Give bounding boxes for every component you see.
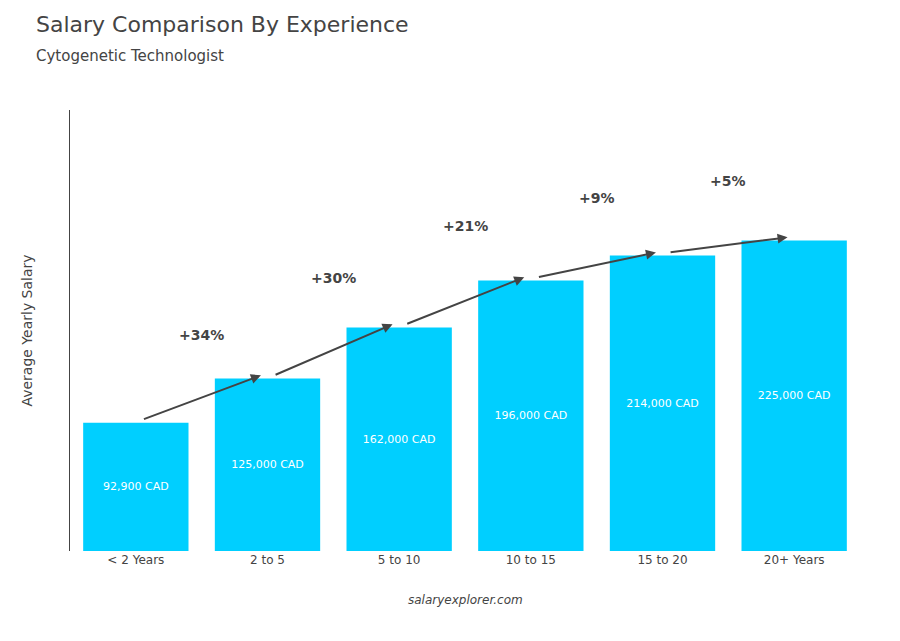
- svg-text:15 to 20: 15 to 20: [637, 553, 687, 567]
- svg-text:+34%: +34%: [179, 327, 224, 343]
- svg-text:Average Yearly Salary: Average Yearly Salary: [19, 254, 35, 406]
- svg-text:< 2 Years: < 2 Years: [107, 553, 164, 567]
- svg-text:125,000 CAD: 125,000 CAD: [231, 458, 304, 471]
- svg-text:Salary Comparison By Experienc: Salary Comparison By ExperienceCytogenet…: [36, 12, 409, 65]
- svg-text:+30%: +30%: [311, 270, 356, 286]
- svg-text:5 to 10: 5 to 10: [378, 553, 421, 567]
- svg-text:2 to 5: 2 to 5: [250, 553, 285, 567]
- svg-text:+5%: +5%: [710, 173, 746, 189]
- svg-text:196,000 CAD: 196,000 CAD: [494, 409, 567, 422]
- svg-text:+21%: +21%: [443, 218, 488, 234]
- svg-text:214,000 CAD: 214,000 CAD: [626, 397, 699, 410]
- svg-text:225,000 CAD: 225,000 CAD: [758, 389, 831, 402]
- svg-text:+9%: +9%: [579, 190, 615, 206]
- svg-text:92,900 CAD: 92,900 CAD: [103, 480, 169, 493]
- svg-text:162,000 CAD: 162,000 CAD: [363, 433, 436, 446]
- svg-text:20+ Years: 20+ Years: [764, 553, 825, 567]
- svg-text:salaryexplorer.com: salaryexplorer.com: [408, 593, 523, 607]
- svg-text:10 to 15: 10 to 15: [506, 553, 556, 567]
